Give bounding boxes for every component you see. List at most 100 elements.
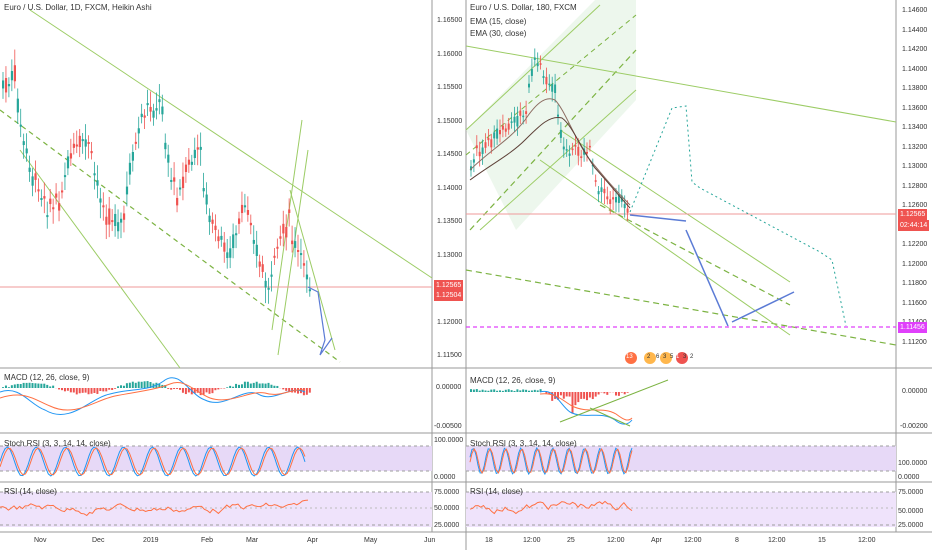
event-badge-icon[interactable] (625, 352, 637, 364)
macd-bar (87, 388, 90, 395)
macd-bar (586, 392, 588, 401)
macd-bar (184, 388, 187, 395)
macd-bar (493, 389, 496, 392)
macd-bar (140, 381, 143, 388)
right-macd-tick-1: -0.00200 (900, 423, 928, 430)
macd-bar (2, 387, 4, 388)
event-badge-label[interactable]: 1 (676, 354, 680, 360)
left-price-box-1: 1.12565 (434, 280, 464, 291)
event-badge-label[interactable]: 6 (656, 354, 660, 360)
descending-channel-upper[interactable] (559, 129, 791, 283)
channel-lower[interactable] (479, 89, 637, 231)
descending-channel-mid[interactable] (599, 204, 791, 306)
candle-body (69, 153, 73, 159)
right-price-axis-tick: 1.14200 (902, 46, 928, 53)
macd-bar (49, 386, 52, 388)
trendline-dashed[interactable] (0, 109, 341, 363)
candle-body (170, 179, 173, 182)
macd-bar (108, 388, 111, 390)
macd-trendline[interactable] (559, 379, 669, 423)
macd-bar (102, 388, 105, 392)
candle-body (255, 244, 258, 256)
projection-arrow[interactable] (629, 214, 687, 222)
right-price-axis-tick: 1.12200 (902, 241, 928, 248)
candle-body (84, 139, 87, 147)
macd-bar (580, 392, 583, 399)
ema-30-label: EMA (30, close) (470, 29, 527, 38)
channel-line[interactable] (271, 119, 303, 331)
candle-body (472, 159, 475, 163)
candle-body (475, 145, 478, 149)
macd-bar (31, 383, 34, 388)
candle-body (43, 196, 46, 199)
regression-channel[interactable] (466, 0, 636, 230)
macd-bar (114, 388, 117, 389)
right-chart[interactable] (465, 0, 897, 527)
macd-bar (548, 392, 551, 395)
event-badge-icon[interactable] (644, 352, 656, 364)
candle-body (302, 263, 306, 266)
candle-body (78, 135, 81, 148)
macd-bar (496, 390, 499, 392)
event-badge-label[interactable]: 3 (663, 354, 667, 360)
candle-body (226, 252, 229, 259)
macd-trendline[interactable] (589, 407, 631, 427)
channel-line[interactable] (289, 189, 336, 351)
candle-body (158, 99, 161, 103)
macd-bar (577, 392, 580, 403)
trendline-lower[interactable] (19, 149, 181, 369)
event-badge-label[interactable]: 5 (670, 354, 674, 360)
candle-body (75, 144, 78, 147)
channel-upper[interactable] (465, 4, 601, 131)
left-stoch-label: Stoch RSI (3, 3, 14, 14, close) (4, 439, 111, 448)
event-badge-icon[interactable] (660, 352, 672, 364)
event-badge-label[interactable]: 2 (647, 354, 651, 360)
candle-body (193, 149, 196, 159)
candle-body (522, 115, 525, 118)
right-time-axis-tick: 25 (567, 537, 575, 544)
candle-body (615, 196, 617, 203)
right-stoch-label: Stoch RSI (3, 3, 14, 14, close) (470, 439, 577, 448)
macd-bar (308, 388, 311, 393)
event-badge-label[interactable]: 2 (690, 354, 694, 360)
left-price-axis-tick: 1.16000 (437, 50, 463, 58)
projection-arrow[interactable] (731, 291, 795, 323)
candle-body (510, 121, 513, 123)
candle-body (176, 197, 179, 206)
event-badges[interactable] (625, 352, 688, 364)
right-time-axis-tick: 12:00 (768, 537, 786, 544)
trendline-dashed-long[interactable] (465, 269, 897, 346)
right-chart-title: Euro / U.S. Dollar, 180, FXCM (470, 3, 577, 12)
right-price-axis-tick: 1.14400 (902, 26, 928, 34)
candle-body (111, 220, 114, 223)
candle-body (46, 215, 49, 218)
candle-body (232, 234, 235, 249)
projection-dotted-path[interactable] (629, 105, 847, 327)
candle-body (179, 187, 182, 190)
macd-bar (249, 383, 252, 388)
trendline-upper[interactable] (29, 9, 433, 279)
event-badge-icon[interactable] (676, 352, 688, 364)
channel-line[interactable] (277, 149, 309, 356)
descending-channel-lower[interactable] (539, 159, 791, 336)
projection-arrow[interactable] (307, 286, 333, 356)
candle-body (513, 116, 516, 123)
macd-bar (10, 385, 13, 388)
macd-bar (481, 389, 484, 392)
left-price-axis-tick: 1.16500 (437, 17, 463, 24)
candle-body (66, 156, 70, 169)
event-badge-label[interactable]: 13 (626, 354, 633, 360)
channel-mid[interactable] (469, 49, 637, 231)
left-chart-title: Euro / U.S. Dollar, 1D, FXCM, Heikin Ash… (4, 3, 152, 12)
macd-bar (25, 382, 28, 388)
left-price-axis-tick: 1.12000 (437, 318, 463, 326)
candle-body (122, 213, 126, 220)
candle-body (208, 215, 211, 223)
projection-arrow[interactable] (685, 229, 729, 327)
heikin-ashi-candles (2, 49, 311, 304)
event-badge-label[interactable]: 3 (683, 354, 687, 360)
candle-body (270, 274, 273, 277)
candle-body (184, 164, 188, 172)
